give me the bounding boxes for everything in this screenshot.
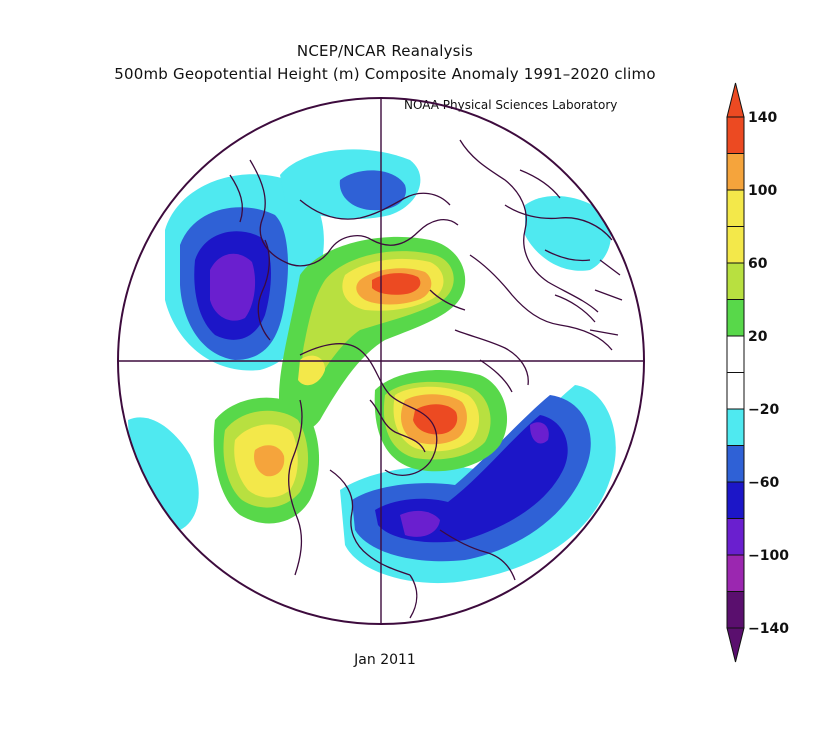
colorbar-bin — [726, 591, 745, 629]
anomaly-shading-red — [372, 273, 458, 435]
meridian-lines — [118, 98, 644, 624]
colorbar-bin — [726, 116, 745, 154]
coastlines — [229, 139, 623, 619]
colorbar-label: 140 — [748, 110, 777, 126]
colorbar-label: −100 — [748, 548, 789, 564]
colorbar-label: −60 — [748, 475, 779, 491]
anomaly-shading-violet — [210, 253, 549, 537]
colorbar-bin — [726, 372, 745, 410]
colorbar-bin — [726, 262, 745, 300]
colorbar-bin — [726, 481, 745, 519]
chart-subtitle: 500mb Geopotential Height (m) Composite … — [114, 65, 656, 83]
colorbar-label: 20 — [748, 329, 768, 345]
colorbar-label: −20 — [748, 402, 779, 418]
date-label: Jan 2011 — [354, 652, 416, 668]
colorbar-bin — [726, 335, 745, 373]
colorbar-bin — [726, 518, 745, 556]
colorbar-label: 100 — [748, 183, 777, 199]
map-boundary — [117, 97, 645, 625]
colorbar-bin — [726, 189, 745, 227]
colorbar-bin — [726, 445, 745, 483]
colorbar-top-arrow — [726, 82, 745, 118]
colorbar-bottom-arrow — [726, 627, 745, 663]
colorbar-bin — [726, 153, 745, 191]
chart-title: NCEP/NCAR Reanalysis — [296, 42, 474, 60]
colorbar-bin — [726, 554, 745, 592]
colorbar-bin — [726, 226, 745, 264]
colorbar-bin — [726, 299, 745, 337]
colorbar-bin — [726, 408, 745, 446]
colorbar-label: 60 — [748, 256, 768, 272]
colorbar-label: −140 — [748, 621, 789, 637]
